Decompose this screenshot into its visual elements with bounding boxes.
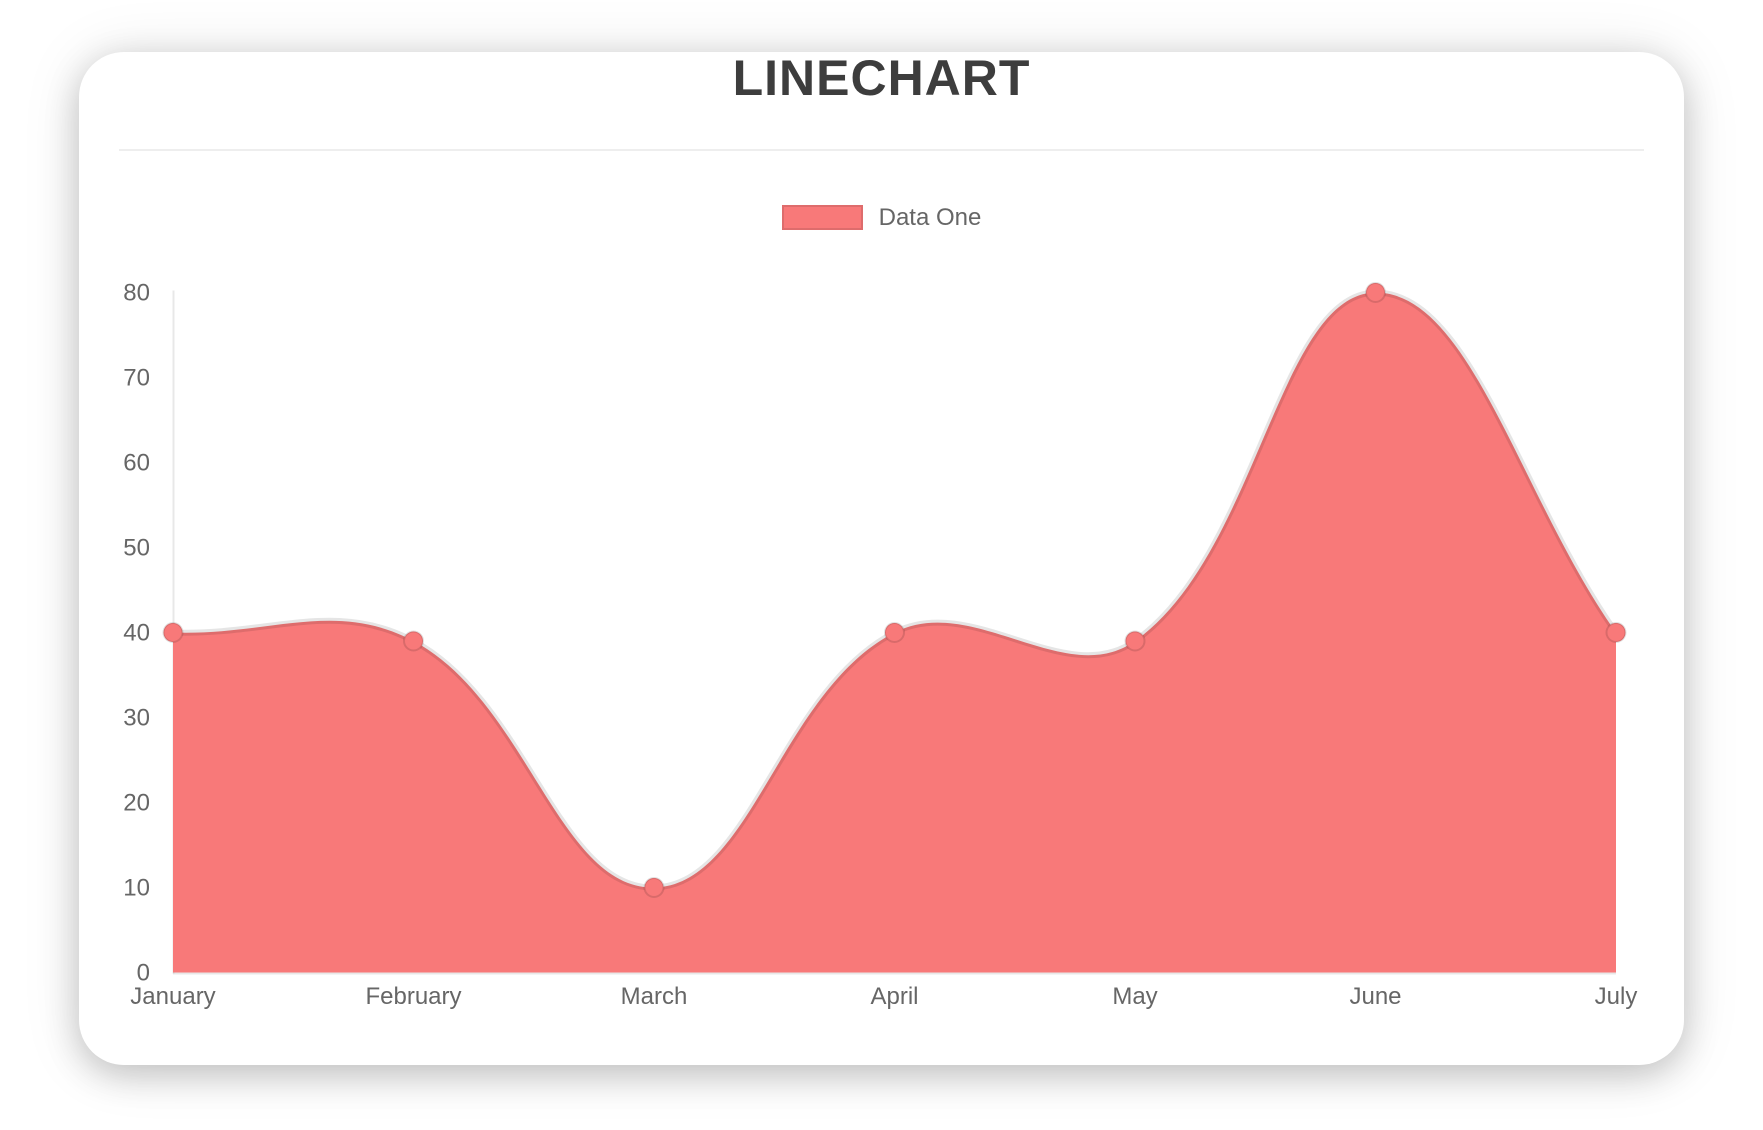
- y-tick-label: 60: [123, 450, 150, 477]
- x-category-label: July: [1595, 983, 1638, 1010]
- data-point[interactable]: [1365, 282, 1386, 303]
- y-tick-label: 10: [123, 875, 150, 902]
- y-tick-label: 80: [123, 280, 150, 307]
- data-point[interactable]: [643, 877, 665, 898]
- data-point[interactable]: [162, 622, 184, 643]
- data-point[interactable]: [884, 622, 905, 643]
- x-category-label: January: [130, 983, 215, 1010]
- x-category-label: February: [365, 983, 461, 1010]
- chart-card: LINECHART Data One 0 10 20 30 40 50 60 70 80 Janu…: [79, 52, 1684, 1065]
- legend-item-data-one[interactable]: Data One: [781, 204, 982, 231]
- data-point[interactable]: [1605, 622, 1627, 643]
- x-category-label: March: [621, 983, 688, 1010]
- legend-label: Data One: [878, 204, 982, 231]
- x-category-label: April: [870, 983, 918, 1010]
- x-category-label: June: [1349, 983, 1401, 1010]
- y-tick-label: 70: [123, 365, 150, 392]
- line-chart-canvas[interactable]: 0 10 20 30 40 50 60 70 80 January February March Apr…: [79, 270, 1684, 1065]
- y-tick-label: 30: [123, 705, 150, 732]
- y-tick-label: 40: [123, 620, 150, 647]
- header-divider: [119, 149, 1644, 151]
- x-category-label: May: [1112, 983, 1157, 1010]
- data-point[interactable]: [1124, 630, 1146, 652]
- y-tick-label: 20: [123, 790, 150, 817]
- data-point[interactable]: [403, 630, 424, 652]
- y-tick-label: 50: [123, 535, 150, 562]
- legend-swatch: [781, 205, 863, 230]
- y-tick-label: 0: [137, 960, 150, 987]
- chart-title: LINECHART: [732, 50, 1031, 106]
- chart-legend: Data One: [79, 205, 1684, 230]
